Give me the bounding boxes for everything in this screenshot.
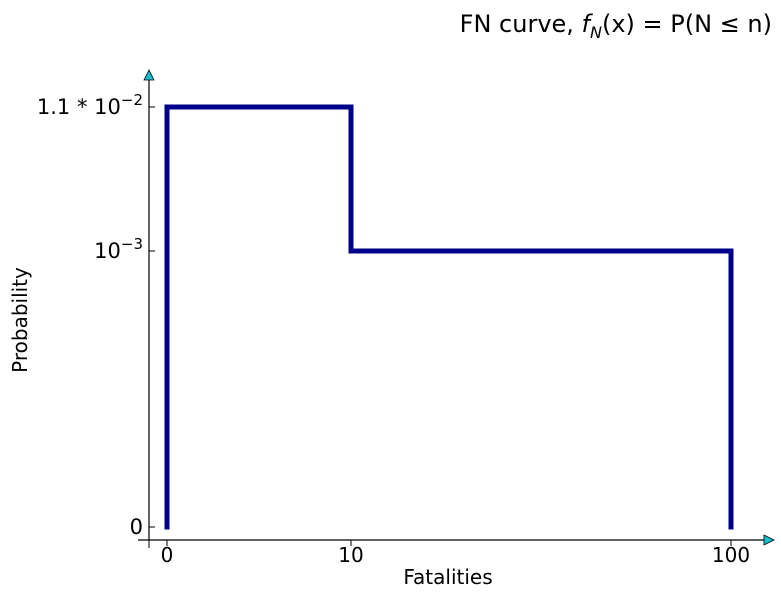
chart-title-sub: N bbox=[590, 23, 602, 42]
chart-title: FN curve, fN(x) = P(N ≤ n) bbox=[460, 10, 772, 42]
chart-title-prefix: FN curve, bbox=[460, 10, 582, 38]
y-tick-label-base: 0 bbox=[130, 515, 143, 539]
y-tick-label-base: 1.1 * 10 bbox=[37, 95, 121, 119]
x-tick-label: 100 bbox=[712, 543, 750, 567]
y-tick-label: 0 bbox=[130, 515, 143, 539]
y-axis-arrow bbox=[143, 69, 155, 81]
y-axis-label: Probability bbox=[8, 267, 32, 373]
x-axis-label: Fatalities bbox=[403, 565, 492, 589]
y-tick-label-base: 10 bbox=[94, 239, 121, 263]
x-tick-label: 10 bbox=[338, 543, 363, 567]
y-tick-label: 10−3 bbox=[94, 235, 143, 263]
x-tick-label: 0 bbox=[161, 543, 174, 567]
y-tick-label-exponent: −2 bbox=[121, 91, 143, 109]
y-tick-label: 1.1 * 10−2 bbox=[37, 91, 143, 119]
x-axis-arrow bbox=[763, 534, 775, 546]
chart-title-rest: (x) = P(N ≤ n) bbox=[602, 10, 772, 38]
series-group bbox=[164, 104, 734, 530]
y-tick-label-exponent: −3 bbox=[121, 235, 143, 253]
